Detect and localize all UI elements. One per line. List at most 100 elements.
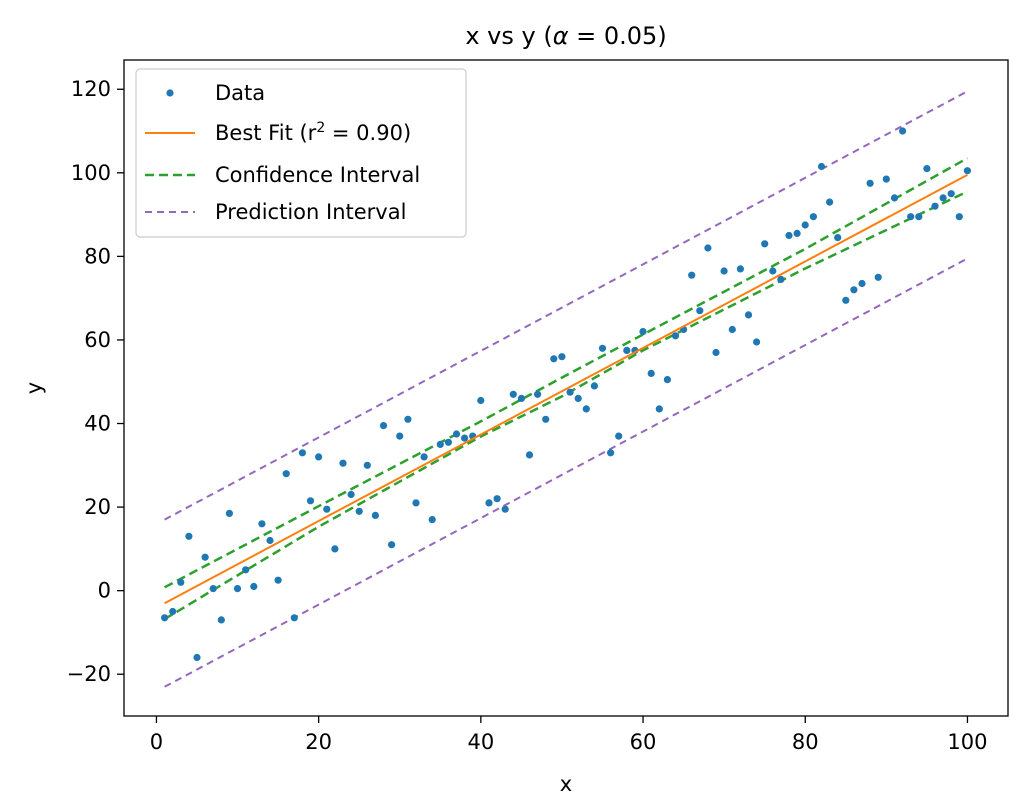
data-point <box>639 328 647 336</box>
data-point <box>185 532 193 540</box>
data-point <box>582 405 590 413</box>
data-point <box>371 511 379 519</box>
data-point <box>477 396 485 405</box>
x-axis: 0 20 40 60 80 100 <box>150 716 987 754</box>
data-point <box>525 451 534 459</box>
data-point <box>842 296 850 304</box>
data-point <box>266 536 274 545</box>
data-point <box>890 194 899 202</box>
prediction-interval-upper-line <box>164 90 968 521</box>
data-point <box>761 240 769 248</box>
data-point <box>509 390 517 398</box>
data-point <box>671 332 680 340</box>
y-tick-label: 60 <box>84 328 111 352</box>
data-point <box>452 430 461 438</box>
data-point <box>315 453 323 461</box>
data-point <box>688 271 696 279</box>
data-point <box>493 495 501 503</box>
legend-best-fit-label: Best Fit (r2 = 0.90) <box>215 120 411 145</box>
data-point <box>323 505 331 513</box>
data-point <box>274 576 282 584</box>
y-tick-label: 120 <box>71 77 111 101</box>
data-point <box>217 616 225 624</box>
data-point <box>704 244 712 252</box>
data-point <box>574 394 582 402</box>
data-point <box>558 353 566 361</box>
data-point <box>696 307 704 315</box>
data-point <box>817 162 826 171</box>
x-tick-label: 100 <box>947 730 987 754</box>
data-point <box>777 275 785 283</box>
data-point <box>420 453 428 461</box>
data-point <box>899 127 907 135</box>
y-tick-label: 40 <box>84 412 111 436</box>
data-point <box>355 507 363 515</box>
data-point <box>712 348 720 357</box>
data-point <box>907 213 915 221</box>
data-point <box>566 388 574 396</box>
data-point <box>736 265 745 273</box>
data-point <box>728 325 736 334</box>
data-point <box>225 509 233 517</box>
data-point <box>339 459 347 467</box>
x-tick-label: 80 <box>792 730 819 754</box>
x-tick-label: 40 <box>467 730 494 754</box>
data-point <box>534 390 542 398</box>
prediction-interval-lower-line <box>164 257 968 688</box>
data-point <box>923 165 931 173</box>
data-point <box>501 505 509 513</box>
data-point <box>233 585 242 593</box>
data-point <box>201 553 209 561</box>
data-point <box>485 499 493 507</box>
y-tick-label: 20 <box>84 495 111 519</box>
data-point <box>963 167 972 175</box>
data-point <box>590 382 599 390</box>
data-point <box>290 614 298 622</box>
data-point <box>209 585 217 593</box>
data-point <box>607 449 615 457</box>
best-fit-line <box>164 174 968 605</box>
x-tick-label: 0 <box>150 730 163 754</box>
data-point <box>647 369 655 377</box>
data-point <box>428 516 436 524</box>
data-point <box>404 415 412 423</box>
data-point <box>347 490 355 499</box>
data-point <box>834 234 842 242</box>
data-point <box>801 221 809 229</box>
data-point <box>826 198 834 206</box>
x-tick-label: 60 <box>630 730 657 754</box>
y-tick-label: 100 <box>71 161 111 185</box>
confidence-interval-upper-line <box>164 157 969 589</box>
chart-title: x vs y (α = 0.05) <box>465 22 666 50</box>
data-point <box>850 286 858 294</box>
legend-confidence-label: Confidence Interval <box>215 163 420 187</box>
data-point <box>663 376 672 384</box>
confidence-interval-lower-line <box>163 190 968 621</box>
data-point <box>436 440 444 448</box>
data-point <box>744 311 753 319</box>
data-point <box>623 346 631 354</box>
data-point <box>809 213 818 221</box>
data-point <box>550 355 558 363</box>
data-point <box>517 394 526 402</box>
data-point <box>939 194 947 202</box>
data-point <box>769 267 777 275</box>
data-point <box>598 344 607 352</box>
data-point <box>412 499 420 507</box>
data-point <box>177 578 185 586</box>
data-point <box>955 213 963 221</box>
data-point <box>379 422 388 430</box>
data-point <box>542 415 550 423</box>
data-point <box>242 566 250 574</box>
data-point <box>169 607 177 616</box>
data-point <box>882 175 890 183</box>
data-point <box>258 520 266 528</box>
x-tick-label: 20 <box>305 730 332 754</box>
legend-frame <box>135 68 467 238</box>
y-tick-label: 80 <box>84 244 111 268</box>
data-point <box>655 405 663 413</box>
data-point <box>298 449 306 457</box>
y-tick-label: 0 <box>98 579 111 603</box>
data-point <box>306 497 315 505</box>
data-point <box>931 202 939 210</box>
